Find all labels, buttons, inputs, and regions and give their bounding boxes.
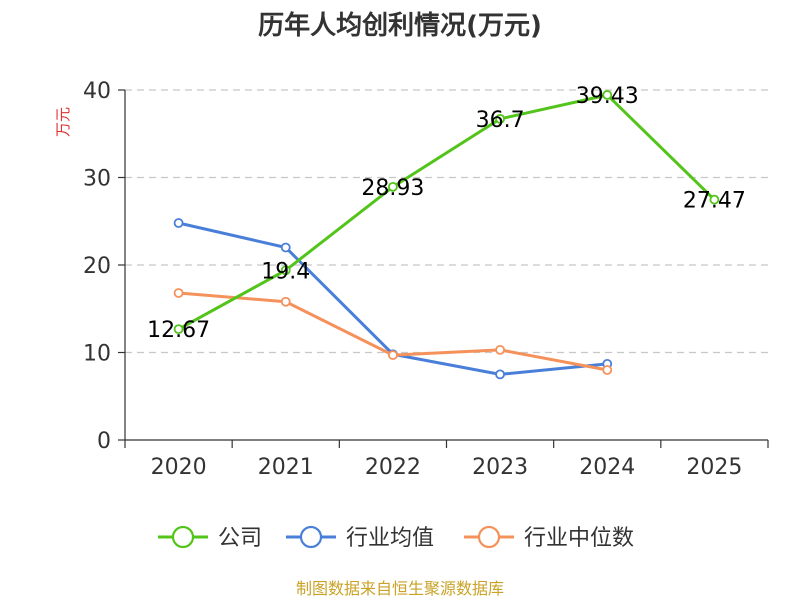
axes: 0 10 20 30 40 2020 2021 2022 2023 2024 2025 (83, 79, 769, 480)
series-line-0 (177, 93, 716, 331)
y-tick-label: 30 (83, 167, 111, 192)
data-label: 36.7 (476, 108, 525, 133)
y-tick-label: 0 (97, 429, 111, 454)
data-label: 27.47 (683, 189, 746, 214)
data-point (280, 296, 291, 307)
y-tick-label: 40 (83, 79, 111, 104)
y-tick-label: 20 (83, 254, 111, 279)
data-point (388, 350, 398, 361)
source-note: 制图数据来自恒生聚源数据库 (296, 579, 504, 598)
data-point (602, 365, 613, 375)
data-point (280, 265, 291, 276)
x-tick-label: 2024 (579, 455, 635, 480)
y-axis-label: 万元 (54, 107, 72, 137)
legend-swatch-marker (171, 525, 195, 549)
data-label: 19.4 (261, 259, 310, 284)
series-layer (173, 90, 720, 380)
data-labels: 12.67 19.4 28.93 36.7 39.43 27.47 (147, 84, 746, 343)
legend-swatch-marker (299, 525, 323, 549)
legend-item-1: 行业均值 (286, 525, 434, 551)
grid-lines (125, 89, 768, 354)
legend-swatch-marker (477, 525, 501, 549)
x-tick-label: 2021 (258, 455, 314, 480)
data-label: 12.67 (147, 318, 210, 343)
x-tick-label: 2022 (365, 455, 421, 480)
data-point (495, 369, 505, 380)
data-label: 28.93 (361, 176, 424, 201)
x-tick-label: 2020 (151, 455, 207, 480)
legend: 公司 行业均值 行业中位数 (158, 525, 634, 551)
legend-label: 公司 (218, 526, 262, 551)
data-point (495, 113, 505, 124)
data-point (280, 242, 291, 253)
data-point (388, 181, 398, 192)
legend-item-0: 公司 (158, 525, 262, 551)
y-tick-label: 10 (83, 342, 111, 367)
legend-label: 行业均值 (346, 526, 434, 551)
data-point (173, 288, 184, 298)
data-point (709, 194, 720, 205)
x-tick-label: 2025 (686, 455, 742, 480)
x-tick-label: 2023 (472, 455, 528, 480)
data-point (602, 90, 613, 100)
data-point (173, 324, 184, 335)
legend-item-2: 行业中位数 (464, 525, 634, 551)
chart-title: 历年人均创利情况(万元) (258, 10, 542, 41)
data-point (173, 218, 184, 228)
legend-label: 行业中位数 (524, 526, 634, 551)
data-point (495, 344, 505, 355)
data-label: 39.43 (576, 84, 639, 109)
